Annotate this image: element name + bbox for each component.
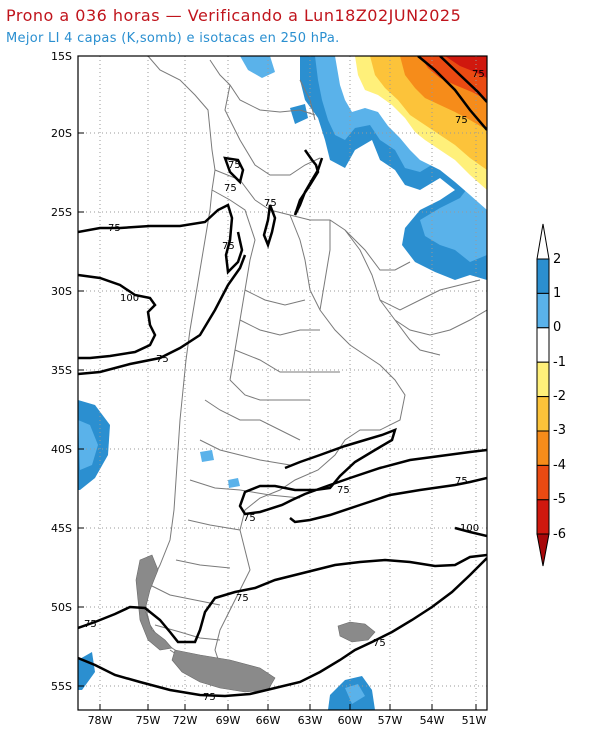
- colorbar-bottom-arrow: [536, 533, 550, 567]
- contour-label: 75: [243, 513, 256, 524]
- contour-label: 75: [373, 638, 386, 649]
- colorbar-swatch: [536, 327, 550, 363]
- lat-label: 40S: [51, 443, 72, 456]
- lat-label: 45S: [51, 522, 72, 535]
- lon-label: 66W: [256, 714, 281, 727]
- colorbar-swatch: [536, 292, 550, 329]
- lat-label: 35S: [51, 364, 72, 377]
- lon-label: 75W: [136, 714, 161, 727]
- lon-label: 51W: [462, 714, 487, 727]
- contour-label: 75: [156, 354, 169, 365]
- contour-label: 75: [455, 476, 468, 487]
- colorbar-label: -6: [553, 527, 566, 542]
- contour-label: 75: [236, 593, 249, 604]
- lat-label: 20S: [51, 127, 72, 140]
- longitude-labels: 78W 75W 72W 69W 66W 63W 60W 57W 54W 51W: [88, 714, 487, 727]
- contour-label: 75: [203, 692, 216, 703]
- colorbar-label: -3: [553, 423, 566, 438]
- contour-label: 75: [222, 241, 235, 252]
- lat-label: 25S: [51, 206, 72, 219]
- map-title: Prono a 036 horas — Verificando a Lun18Z…: [6, 6, 462, 25]
- contour-label: 75: [455, 115, 468, 126]
- lat-label: 15S: [51, 50, 72, 63]
- lon-label: 63W: [298, 714, 323, 727]
- lat-label: 55S: [51, 680, 72, 693]
- colorbar-swatch: [536, 361, 550, 398]
- latitude-labels: 15S 20S 25S 30S 35S 40S 45S 50S 55S: [51, 50, 72, 693]
- colorbar-top-arrow: [536, 223, 550, 260]
- colorbar-label: -5: [553, 492, 566, 507]
- contour-label: 75: [228, 160, 241, 171]
- lon-label: 72W: [173, 714, 198, 727]
- country-borders: [144, 56, 487, 689]
- colorbar-label: 1: [553, 286, 561, 301]
- contour-labels: 75 75 75 75 75 75 100 75 75 75 75 100 75…: [84, 69, 485, 703]
- colorbar-swatch: [536, 499, 550, 535]
- archipelago: [135, 554, 376, 693]
- contour-label: 75: [264, 198, 277, 209]
- contour-label: 75: [108, 223, 121, 234]
- lon-label: 60W: [338, 714, 363, 727]
- isotach-contours: [78, 56, 487, 698]
- contour-label: 75: [224, 183, 237, 194]
- colorbar-swatch: [536, 396, 550, 432]
- colorbar-label: -1: [553, 355, 566, 370]
- contour-label: 75: [472, 69, 485, 80]
- colorbar-label: 0: [553, 320, 561, 335]
- map-frame: [77, 55, 488, 711]
- contour-label: 75: [337, 485, 350, 496]
- contour-label: 100: [460, 523, 479, 534]
- lon-label: 78W: [88, 714, 113, 727]
- lon-label: 57W: [378, 714, 403, 727]
- colorbar-label: 2: [553, 252, 561, 267]
- colorbar-swatch: [536, 430, 550, 466]
- lat-label: 30S: [51, 285, 72, 298]
- colorbar: 2 1 0 -1 -2 -3 -4 -5 -6: [536, 223, 566, 567]
- contour-label: 75: [84, 619, 97, 630]
- colorbar-swatch: [536, 258, 550, 294]
- colorbar-swatch: [536, 464, 550, 501]
- contour-label: 100: [120, 293, 139, 304]
- colorbar-label: -2: [553, 389, 566, 404]
- lon-label: 69W: [216, 714, 241, 727]
- map-subtitle: Mejor LI 4 capas (K,somb) e isotacas en …: [6, 31, 340, 46]
- colorbar-label: -4: [553, 458, 566, 473]
- lat-label: 50S: [51, 601, 72, 614]
- axis-ticks: [78, 55, 477, 710]
- lon-label: 54W: [420, 714, 445, 727]
